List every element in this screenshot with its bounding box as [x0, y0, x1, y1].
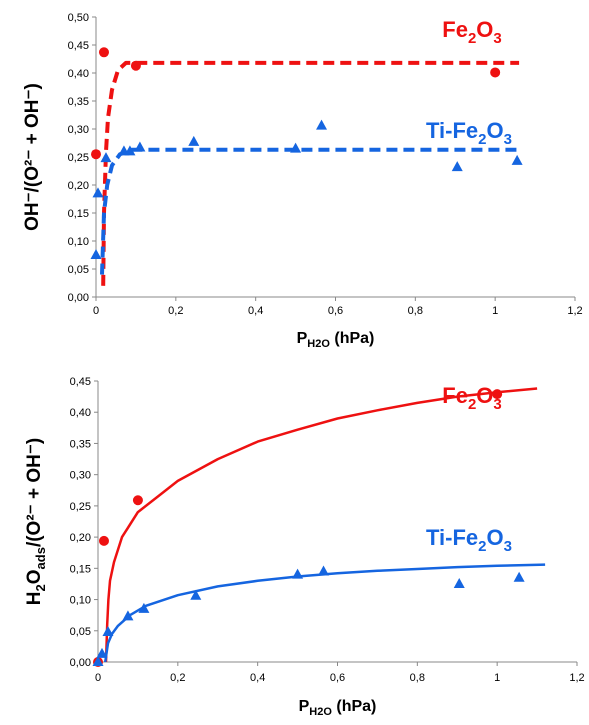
- y-tick-label: 0,50: [68, 12, 89, 24]
- data-point: [98, 535, 109, 546]
- y-tick-label: 0,30: [70, 470, 91, 482]
- data-point: [134, 141, 146, 152]
- y-tick-label: 0,00: [68, 292, 89, 304]
- series-fe2o3: Fe2O3: [91, 17, 520, 286]
- data-point: [513, 571, 525, 582]
- y-tick-label: 0,40: [68, 68, 89, 80]
- data-point: [102, 626, 114, 637]
- y-tick-label: 0,05: [68, 264, 89, 276]
- chart-2: 0,000,050,100,150,200,250,300,350,400,45…: [24, 376, 585, 718]
- y-tick-label: 0,40: [70, 407, 91, 419]
- x-tick-label: 0,2: [170, 672, 185, 684]
- x-tick-label: 0,4: [250, 672, 265, 684]
- y-tick-label: 0,20: [68, 180, 89, 192]
- y-tick-label: 0,00: [70, 657, 91, 669]
- fit-curve: [104, 387, 538, 663]
- y-tick-label: 0,10: [70, 595, 91, 607]
- series-label: Fe2O3: [442, 383, 502, 413]
- fit-curve: [101, 60, 520, 286]
- x-tick-label: 0: [93, 305, 99, 317]
- data-point: [290, 142, 302, 153]
- data-point: [451, 161, 463, 172]
- data-point: [130, 60, 141, 71]
- series-ti-fe2o3: Ti-Fe2O3: [90, 118, 523, 275]
- y-tick-label: 0,30: [68, 124, 89, 136]
- x-tick-label: 0,4: [248, 305, 263, 317]
- y-tick-label: 0,20: [70, 532, 91, 544]
- data-point: [492, 389, 503, 400]
- data-point: [292, 568, 304, 579]
- y-tick-label: 0,35: [68, 96, 89, 108]
- data-point: [316, 119, 328, 130]
- x-tick-label: 0,8: [410, 672, 425, 684]
- data-point: [122, 610, 134, 621]
- series-label: Ti-Fe2O3: [426, 118, 512, 148]
- x-tick-label: 0: [95, 672, 101, 684]
- x-tick-label: 1: [492, 305, 498, 317]
- data-point: [98, 47, 109, 58]
- y-tick-label: 0,15: [68, 208, 89, 220]
- data-point: [190, 589, 202, 600]
- y-axis-title: H2Oads/(O²⁻ + OH⁻): [24, 438, 48, 605]
- data-point: [132, 495, 143, 506]
- data-point: [96, 647, 108, 658]
- x-axis-title: PH2O (hPa): [297, 330, 375, 350]
- x-tick-label: 1,2: [567, 305, 582, 317]
- data-point: [90, 249, 102, 259]
- x-tick-label: 1,2: [569, 672, 584, 684]
- fit-curve: [103, 563, 546, 663]
- data-point: [318, 565, 330, 576]
- x-tick-label: 0,6: [330, 672, 345, 684]
- x-tick-label: 0,2: [168, 305, 183, 317]
- data-point: [92, 187, 104, 198]
- y-tick-label: 0,10: [68, 236, 89, 248]
- x-tick-label: 0,6: [328, 305, 343, 317]
- data-point: [100, 152, 112, 163]
- y-tick-label: 0,45: [70, 376, 91, 388]
- x-tick-label: 1: [494, 672, 500, 684]
- series-label: Ti-Fe2O3: [426, 525, 512, 555]
- y-tick-label: 0,05: [70, 626, 91, 638]
- x-tick-label: 0,8: [408, 305, 423, 317]
- series-ti-fe2o3: Ti-Fe2O3: [92, 525, 546, 666]
- y-tick-label: 0,15: [70, 563, 91, 575]
- data-point: [490, 67, 501, 78]
- data-point: [92, 656, 104, 666]
- data-point: [124, 145, 136, 156]
- series-fe2o3: Fe2O3: [93, 383, 538, 667]
- data-point: [188, 135, 200, 146]
- y-tick-label: 0,45: [68, 40, 89, 52]
- x-axis-title: PH2O (hPa): [299, 698, 377, 718]
- series-label: Fe2O3: [442, 17, 502, 47]
- chart-1: 0,000,050,100,150,200,250,300,350,400,45…: [22, 12, 583, 350]
- y-tick-label: 0,35: [70, 438, 91, 450]
- y-tick-label: 0,25: [68, 152, 89, 164]
- y-axis-title: OH⁻/(O²⁻ + OH⁻): [22, 83, 43, 231]
- data-point: [511, 154, 523, 165]
- data-point: [453, 577, 465, 588]
- data-point: [138, 602, 150, 613]
- data-point: [91, 149, 101, 160]
- y-tick-label: 0,25: [70, 501, 91, 513]
